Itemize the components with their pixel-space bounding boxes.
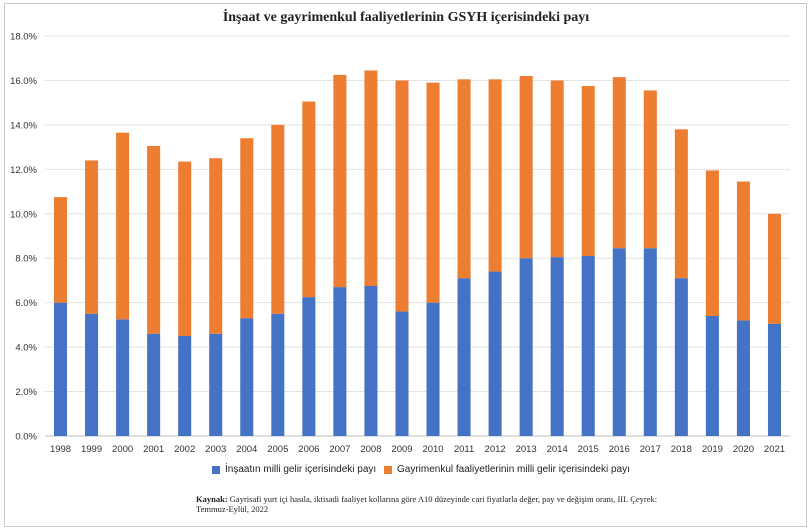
x-tick-label: 2006: [298, 444, 319, 455]
x-tick-label: 2009: [391, 444, 412, 455]
bar-gayrimenkul: [550, 80, 564, 258]
y-tick-label: 14.0%: [10, 120, 37, 131]
x-tick-label: 1999: [81, 444, 102, 455]
bar-insaat: [147, 333, 161, 436]
bar-gayrimenkul: [519, 76, 533, 259]
chart-title: İnşaat ve gayrimenkul faaliyetlerinin GS…: [222, 10, 590, 25]
bar-gayrimenkul: [643, 90, 657, 249]
bar-insaat: [705, 316, 719, 436]
bar-gayrimenkul: [147, 146, 161, 334]
bar-gayrimenkul: [178, 161, 192, 336]
bar-insaat: [550, 257, 564, 436]
bar-gayrimenkul: [426, 82, 440, 303]
bar-gayrimenkul: [736, 181, 750, 321]
bar-gayrimenkul: [488, 79, 502, 272]
bar-insaat: [674, 278, 688, 436]
x-tick-label: 2005: [267, 444, 288, 455]
legend-item-gayrimenkul: Gayrimenkul faaliyetlerinin milli gelir …: [384, 464, 630, 475]
y-tick-label: 6.0%: [15, 298, 37, 309]
y-tick-label: 8.0%: [15, 254, 37, 265]
x-tick-label: 2012: [485, 444, 506, 455]
bar-insaat: [643, 248, 657, 436]
bar-insaat: [271, 313, 285, 436]
bar-insaat: [240, 318, 254, 436]
legend-swatch-gayrimenkul: [384, 465, 392, 474]
bar-gayrimenkul: [209, 158, 223, 334]
bar-insaat: [333, 287, 347, 436]
bar-gayrimenkul: [767, 213, 781, 324]
bar-insaat: [85, 313, 99, 436]
bar-insaat: [395, 311, 409, 436]
bar-gayrimenkul: [116, 132, 130, 320]
x-tick-label: 2004: [236, 444, 257, 455]
bar-insaat: [519, 258, 533, 436]
bar-gayrimenkul: [333, 74, 347, 288]
x-tick-label: 2007: [329, 444, 350, 455]
source-label: Kaynak:: [196, 494, 228, 504]
y-tick-label: 18.0%: [10, 32, 37, 43]
bar-gayrimenkul: [302, 101, 316, 298]
x-tick-label: 2013: [516, 444, 537, 455]
bar-insaat: [736, 320, 750, 436]
source-text: Gayrisafi yurt içi hasıla, iktisadi faal…: [196, 494, 658, 514]
bar-insaat: [612, 248, 626, 436]
x-tick-label: 2014: [547, 444, 568, 455]
y-tick-label: 0.0%: [15, 432, 37, 443]
bar-insaat: [209, 333, 223, 436]
y-tick-label: 10.0%: [10, 209, 37, 220]
bar-gayrimenkul: [705, 170, 719, 316]
bar-gayrimenkul: [240, 138, 254, 319]
y-tick-label: 12.0%: [10, 165, 37, 176]
bar-insaat: [116, 319, 130, 436]
bar-insaat: [54, 302, 68, 436]
legend-item-insaat: İnşaatın milli gelir içerisindeki payı: [212, 464, 376, 475]
bar-gayrimenkul: [581, 86, 595, 256]
x-tick-label: 2000: [112, 444, 133, 455]
legend-swatch-insaat: [212, 465, 220, 474]
bar-gayrimenkul: [85, 160, 99, 314]
bar-gayrimenkul: [612, 77, 626, 249]
bar-gayrimenkul: [271, 124, 285, 314]
bar-insaat: [364, 286, 378, 436]
bar-gayrimenkul: [54, 197, 68, 303]
source-note: Kaynak: Gayrisafi yurt içi hasıla, iktis…: [196, 494, 666, 514]
x-tick-label: 2002: [174, 444, 195, 455]
bar-gayrimenkul: [674, 129, 688, 279]
bar-insaat: [767, 323, 781, 436]
bar-insaat: [457, 278, 471, 436]
bar-insaat: [178, 336, 192, 436]
x-tick-label: 2020: [733, 444, 754, 455]
x-tick-label: 2010: [422, 444, 443, 455]
x-tick-label: 2015: [578, 444, 599, 455]
x-tick-label: 2016: [609, 444, 630, 455]
bar-gayrimenkul: [364, 70, 378, 286]
x-tick-label: 2008: [360, 444, 381, 455]
bar-gayrimenkul: [457, 79, 471, 279]
y-tick-label: 16.0%: [10, 76, 37, 87]
bar-insaat: [426, 302, 440, 436]
bar-insaat: [581, 256, 595, 436]
y-tick-label: 2.0%: [15, 387, 37, 398]
x-tick-label: 2018: [671, 444, 692, 455]
x-tick-label: 2001: [143, 444, 164, 455]
x-tick-label: 2011: [454, 444, 474, 455]
bar-insaat: [488, 271, 502, 436]
bar-insaat: [302, 297, 316, 436]
x-tick-label: 2019: [702, 444, 723, 455]
y-tick-label: 4.0%: [15, 343, 37, 354]
x-tick-label: 2021: [764, 444, 785, 455]
x-tick-label: 2003: [205, 444, 226, 455]
bar-gayrimenkul: [395, 80, 409, 312]
legend-label-insaat: İnşaatın milli gelir içerisindeki payı: [225, 464, 377, 475]
x-tick-label: 2017: [640, 444, 661, 455]
x-tick-label: 1998: [50, 444, 71, 455]
legend-label-gayrimenkul: Gayrimenkul faaliyetlerinin milli gelir …: [397, 464, 630, 475]
